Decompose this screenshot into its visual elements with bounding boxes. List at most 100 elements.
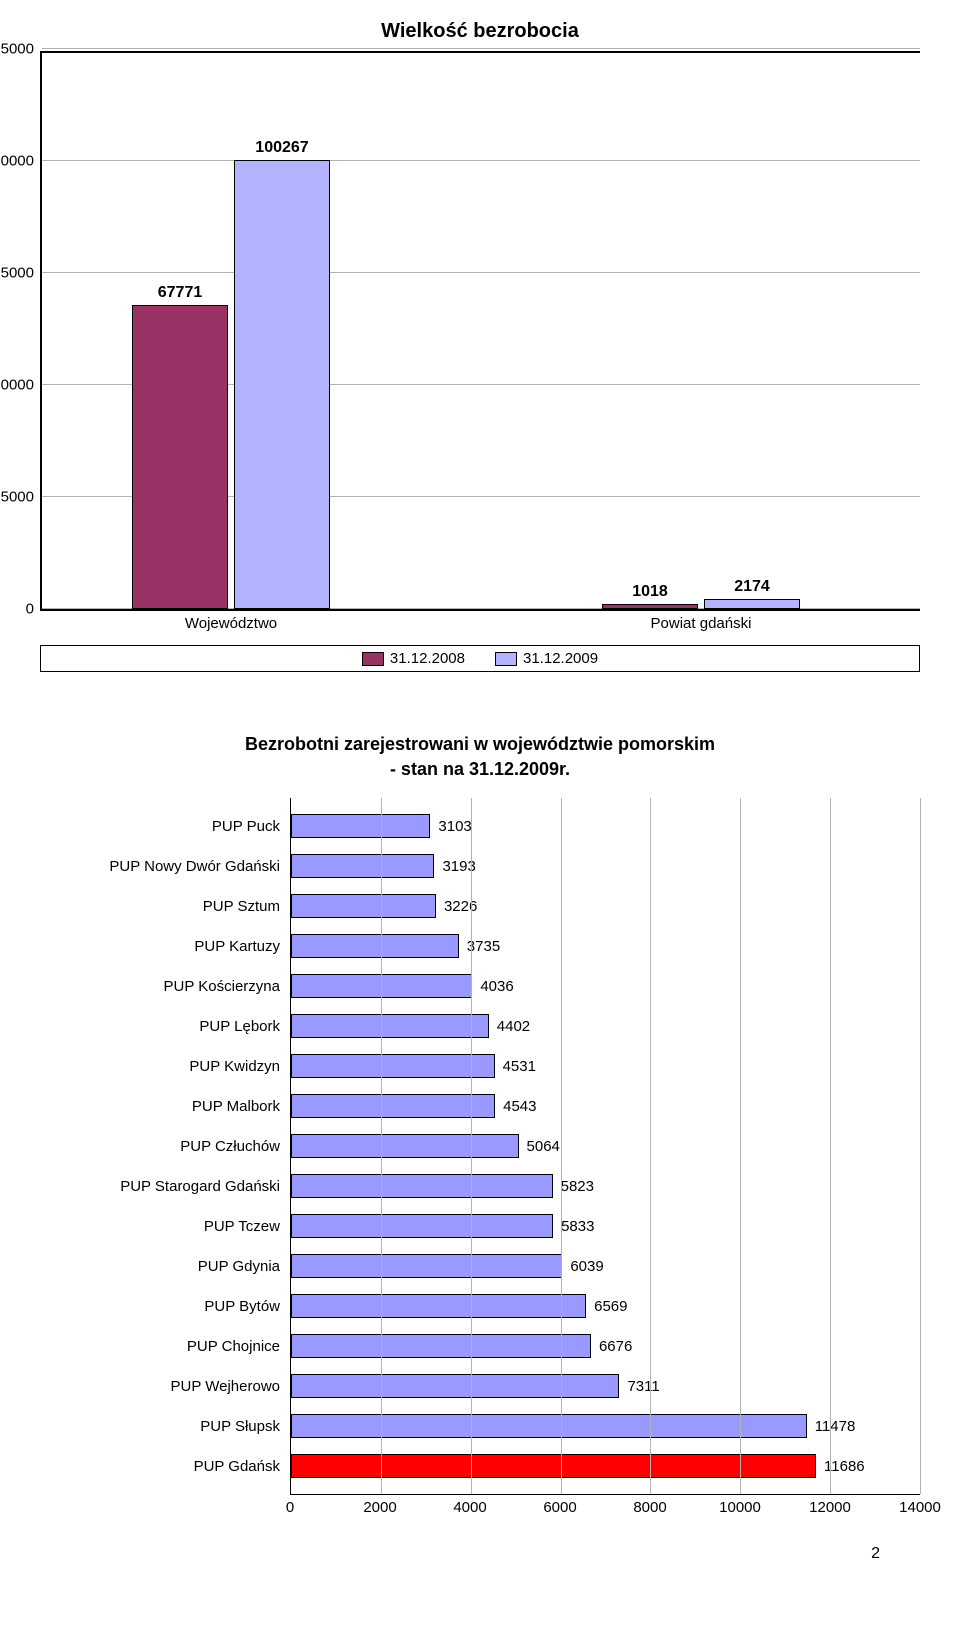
- chart2: Bezrobotni zarejestrowani w województwie…: [40, 732, 920, 1515]
- chart1-bar-value-label: 1018: [632, 583, 668, 605]
- chart2-category-label: PUP Gdańsk: [40, 1446, 280, 1486]
- chart2-bar-value-label: 6569: [586, 1298, 627, 1315]
- chart1-bar-value-label: 2174: [734, 578, 770, 600]
- chart2-bar-value-label: 3103: [430, 818, 471, 835]
- chart2-bar-row: 3193: [291, 846, 920, 886]
- chart2-bar-row: 7311: [291, 1366, 920, 1406]
- chart2-category-label: PUP Bytów: [40, 1286, 280, 1326]
- chart2-category-label: PUP Człuchów: [40, 1126, 280, 1166]
- chart1-legend-item: 31.12.2008: [362, 650, 465, 667]
- chart2-x-tick-label: 8000: [633, 1499, 666, 1516]
- chart1-y-tick-label: 0: [26, 601, 42, 618]
- chart2-bar-value-label: 4402: [489, 1018, 530, 1035]
- chart2-category-label: PUP Puck: [40, 806, 280, 846]
- chart2-bar: [291, 814, 430, 838]
- chart1-bar: 67771: [132, 305, 228, 609]
- chart1-bar-value-label: 100267: [255, 139, 308, 161]
- chart2-gridline: [740, 798, 741, 1494]
- chart2-x-tick-label: 2000: [363, 1499, 396, 1516]
- chart2-bar-value-label: 4543: [495, 1098, 536, 1115]
- chart2-bar-value-label: 5833: [553, 1218, 594, 1235]
- chart2-bar-row: 3226: [291, 886, 920, 926]
- chart1-x-category-label: Województwo: [132, 609, 330, 632]
- chart1-y-tick-label: 125000: [0, 41, 42, 58]
- chart2-bar: [291, 1454, 816, 1478]
- chart2-gridline: [471, 798, 472, 1494]
- chart1-x-category-label: Powiat gdański: [602, 609, 800, 632]
- chart2-bar-value-label: 6039: [562, 1258, 603, 1275]
- chart2-bar: [291, 934, 459, 958]
- chart1-legend: 31.12.2008 31.12.2009: [40, 645, 920, 672]
- chart2-bar: [291, 1374, 619, 1398]
- chart1-y-tick-label: 25000: [0, 489, 42, 506]
- chart2-category-label: PUP Kościerzyna: [40, 966, 280, 1006]
- chart2-category-label: PUP Kartuzy: [40, 926, 280, 966]
- chart1-bar: 2174: [704, 599, 800, 609]
- chart2-x-tick-label: 0: [286, 1499, 294, 1516]
- chart2-bar: [291, 1254, 562, 1278]
- chart2-bar-row: 4402: [291, 1006, 920, 1046]
- chart2-bar: [291, 1014, 489, 1038]
- chart2-category-label: PUP Lębork: [40, 1006, 280, 1046]
- chart2-category-label: PUP Kwidzyn: [40, 1046, 280, 1086]
- chart1: Wielkość bezrobocia 02500050000750001000…: [40, 20, 920, 672]
- chart2-bar: [291, 854, 434, 878]
- chart2-category-label: PUP Malbork: [40, 1086, 280, 1126]
- chart1-gridline: [42, 48, 920, 49]
- chart2-bars: 3103 3193 3226 3735 4036 4402 4531 4543 5064 5823…: [291, 798, 920, 1494]
- chart2-bar-row: 6039: [291, 1246, 920, 1286]
- chart2-bar-row: 11478: [291, 1406, 920, 1446]
- chart1-title: Wielkość bezrobocia: [40, 20, 920, 43]
- chart1-y-tick-label: 75000: [0, 265, 42, 282]
- chart2-bar-row: 6569: [291, 1286, 920, 1326]
- chart1-legend-label: 31.12.2008: [390, 650, 465, 667]
- chart2-bar: [291, 1174, 553, 1198]
- chart2-category-label: PUP Sztum: [40, 886, 280, 926]
- chart2-category-label: PUP Chojnice: [40, 1326, 280, 1366]
- chart2-category-labels: PUP PuckPUP Nowy Dwór GdańskiPUP SztumPU…: [40, 798, 290, 1515]
- chart2-bar-row: 11686: [291, 1446, 920, 1486]
- chart2-bar-value-label: 11686: [816, 1458, 865, 1475]
- chart1-y-tick-label: 100000: [0, 153, 42, 170]
- chart2-bar: [291, 894, 436, 918]
- chart2-bar-value-label: 4531: [495, 1058, 536, 1075]
- chart2-x-tick-label: 10000: [719, 1499, 761, 1516]
- chart1-legend-item: 31.12.2009: [495, 650, 598, 667]
- chart2-bar-value-label: 5064: [519, 1138, 560, 1155]
- chart2-gridline: [830, 798, 831, 1494]
- chart2-bar-row: 3103: [291, 806, 920, 846]
- chart1-bar-group: 10182174: [602, 599, 800, 609]
- chart2-bar: [291, 1334, 591, 1358]
- chart1-y-tick-label: 50000: [0, 377, 42, 394]
- chart2-x-tick-label: 6000: [543, 1499, 576, 1516]
- chart2-bar-value-label: 4036: [472, 978, 513, 995]
- chart2-bar-row: 6676: [291, 1326, 920, 1366]
- chart1-bar-value-label: 67771: [158, 284, 203, 306]
- chart2-category-label: PUP Słupsk: [40, 1406, 280, 1446]
- chart1-legend-swatch: [495, 652, 517, 666]
- chart2-bar-value-label: 6676: [591, 1338, 632, 1355]
- chart2-title: Bezrobotni zarejestrowani w województwie…: [40, 732, 920, 782]
- chart2-category-label: PUP Wejherowo: [40, 1366, 280, 1406]
- chart2-bar-row: 4531: [291, 1046, 920, 1086]
- chart1-plot-area: 025000500007500010000012500067771100267W…: [40, 51, 920, 611]
- chart2-plot-area: 3103 3193 3226 3735 4036 4402 4531 4543 5064 5823…: [290, 798, 920, 1495]
- chart2-title-line1: Bezrobotni zarejestrowani w województwie…: [245, 734, 715, 754]
- chart2-category-label: PUP Gdynia: [40, 1246, 280, 1286]
- chart2-bar-row: 3735: [291, 926, 920, 966]
- chart2-bar: [291, 1214, 553, 1238]
- chart2-gridline: [381, 798, 382, 1494]
- chart2-bar-row: 5823: [291, 1166, 920, 1206]
- chart1-legend-label: 31.12.2009: [523, 650, 598, 667]
- chart2-gridline: [561, 798, 562, 1494]
- chart2-bar-value-label: 3735: [459, 938, 500, 955]
- chart2-bar: [291, 1094, 495, 1118]
- chart1-bar: 100267: [234, 160, 330, 609]
- chart2-category-label: PUP Nowy Dwór Gdański: [40, 846, 280, 886]
- chart1-bar-group: 67771100267: [132, 160, 330, 609]
- chart2-bar-value-label: 3193: [434, 858, 475, 875]
- chart2-gridline: [920, 798, 921, 1494]
- chart1-legend-swatch: [362, 652, 384, 666]
- chart2-x-ticks: 02000400060008000100001200014000: [290, 1495, 920, 1515]
- chart2-bar: [291, 1134, 519, 1158]
